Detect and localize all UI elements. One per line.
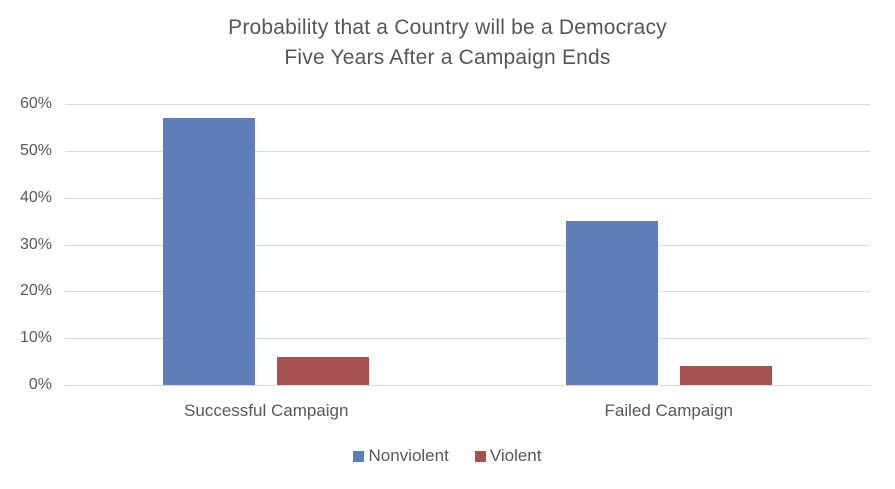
gridline-50- [65, 150, 870, 152]
plot-area [65, 104, 870, 386]
bar-nonviolent-failed-campaign [565, 221, 658, 385]
y-axis-tick-label: 40% [19, 188, 52, 206]
y-axis-tick-label: 20% [19, 282, 52, 300]
x-axis-category-label: Successful Campaign [184, 401, 349, 420]
legend-label-nonviolent: Nonviolent [368, 446, 449, 465]
legend: Nonviolent Violent [0, 446, 895, 466]
chart-title-line-1: Probability that a Country will be a Dem… [228, 16, 667, 39]
bar-violent-failed-campaign [679, 366, 772, 385]
gridline-0- [65, 385, 870, 386]
bar-violent-successful-campaign [277, 356, 370, 385]
bar-group-successful-campaign [163, 104, 370, 385]
y-axis-tick-label: 50% [19, 141, 52, 159]
y-axis-tick-label: 30% [19, 235, 52, 253]
gridline-30- [65, 244, 870, 246]
gridline-40- [65, 197, 870, 199]
chart-title: Probability that a Country will be a Dem… [0, 13, 895, 73]
legend-label-violent: Violent [489, 446, 542, 465]
legend-item-violent: Violent [474, 446, 542, 466]
chart-title-line-2: Five Years After a Campaign Ends [284, 46, 611, 69]
legend-item-nonviolent: Nonviolent [353, 446, 449, 466]
legend-swatch-violent [474, 450, 486, 462]
x-axis-category-label: Failed Campaign [604, 401, 733, 420]
y-axis-tick-label: 60% [19, 95, 52, 112]
y-axis-tick-label: 0% [28, 376, 52, 393]
y-axis-tick-label: 10% [19, 329, 52, 347]
y-axis: 0% 10% 20% 30% 40% 50% 60% [0, 95, 52, 393]
gridline-60- [65, 104, 870, 105]
gridline-10- [65, 338, 870, 340]
x-axis: Successful Campaign Failed Campaign [65, 399, 870, 425]
gridline-20- [65, 291, 870, 293]
legend-swatch-nonviolent [353, 450, 365, 462]
bar-group-failed-campaign [565, 104, 772, 385]
bar-nonviolent-successful-campaign [163, 118, 256, 385]
